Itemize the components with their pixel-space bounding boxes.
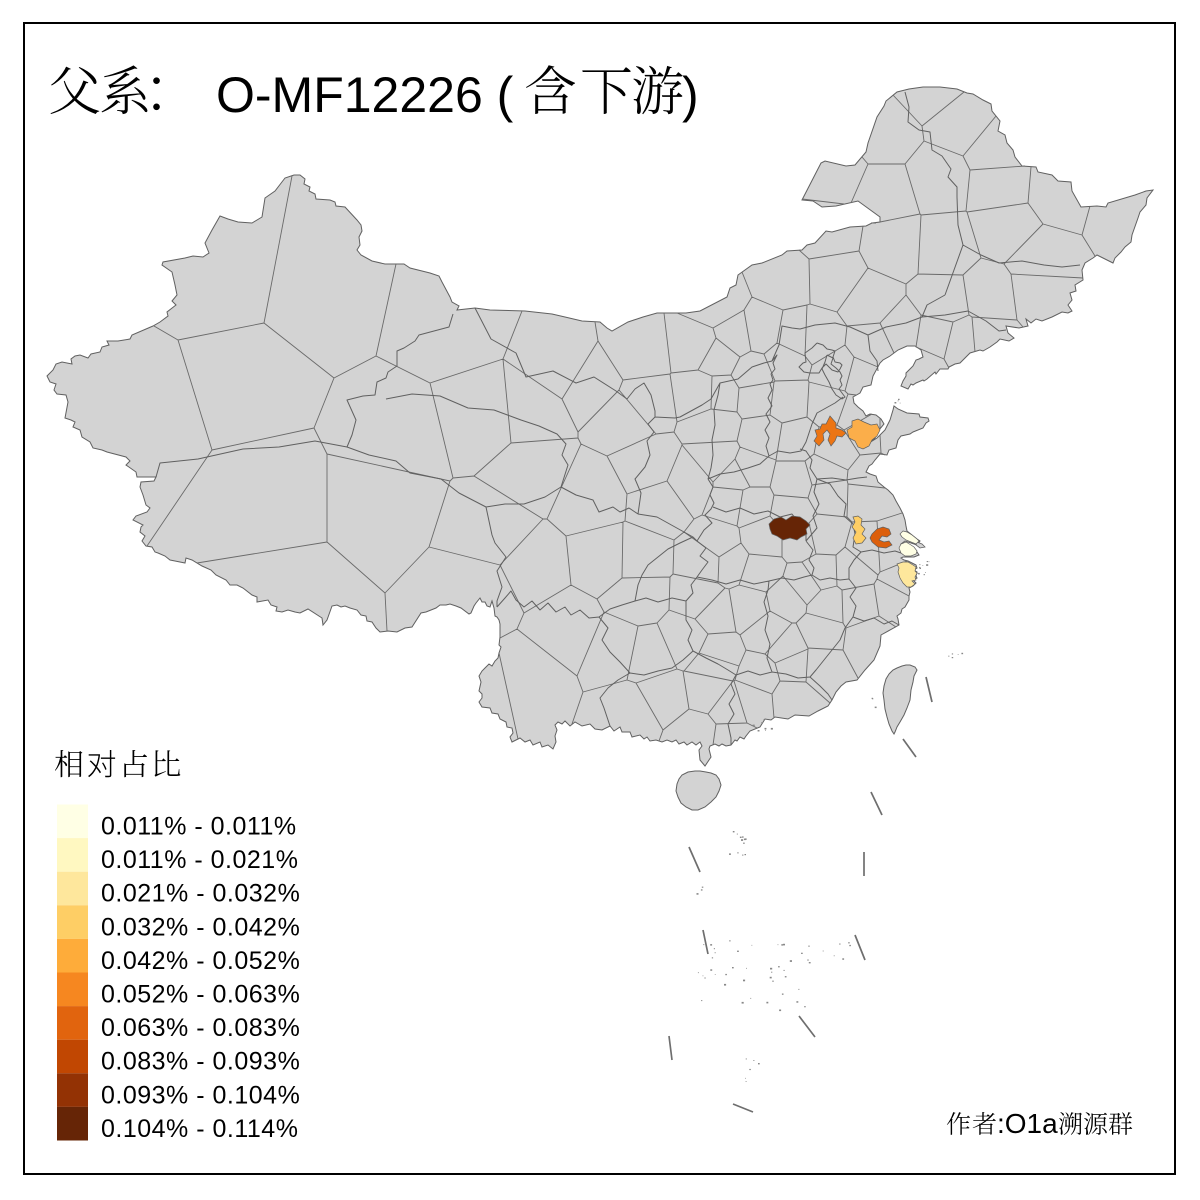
svg-text:0.011% - 0.021%: 0.011% - 0.021% (101, 846, 298, 874)
svg-text:0.011% - 0.011%: 0.011% - 0.011% (101, 813, 297, 841)
svg-text:O-MF12226 (: O-MF12226 ( (216, 67, 514, 123)
svg-text:0.093% - 0.104%: 0.093% - 0.104% (101, 1081, 300, 1109)
svg-text:0.104% - 0.114%: 0.104% - 0.114% (101, 1115, 298, 1143)
svg-text:0.083% - 0.093%: 0.083% - 0.093% (101, 1048, 300, 1076)
svg-text:0.052% - 0.063%: 0.052% - 0.063% (101, 981, 300, 1009)
svg-text:0.042% - 0.052%: 0.042% - 0.052% (101, 947, 300, 975)
svg-text:): ) (682, 67, 699, 123)
svg-text:0.063% - 0.083%: 0.063% - 0.083% (101, 1014, 300, 1042)
svg-text::O1a: :O1a (997, 1108, 1058, 1139)
svg-text:0.032% - 0.042%: 0.032% - 0.042% (101, 913, 300, 941)
svg-text:0.021% - 0.032%: 0.021% - 0.032% (101, 880, 300, 908)
